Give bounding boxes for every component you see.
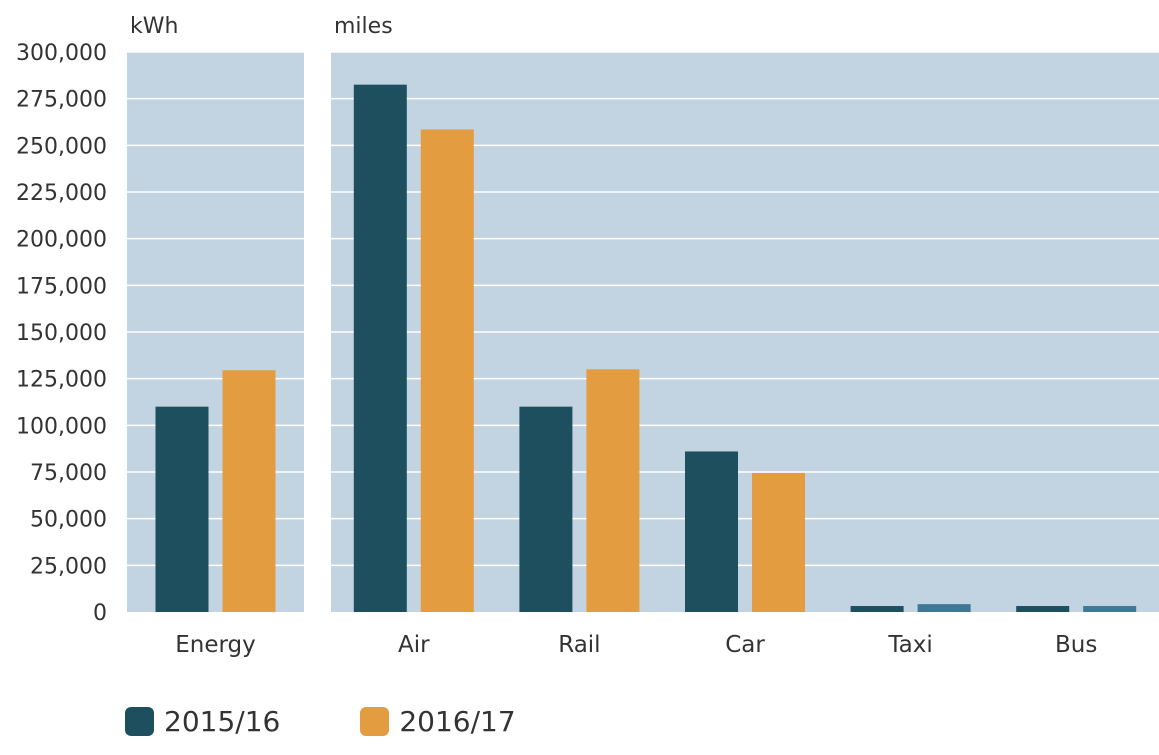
bar-car-2016-17 xyxy=(752,472,805,612)
y-tick-label: 225,000 xyxy=(16,181,107,206)
category-label-rail: Rail xyxy=(558,632,600,658)
legend-label-2016-17: 2016/17 xyxy=(399,705,516,738)
y-tick-label: 125,000 xyxy=(16,368,107,393)
category-label-air: Air xyxy=(398,632,430,658)
y-tick-label: 100,000 xyxy=(16,414,107,439)
bar-energy-2016-17 xyxy=(222,370,276,612)
y-tick-label: 200,000 xyxy=(16,228,107,253)
y-tick-label: 0 xyxy=(93,601,107,626)
bar-rail-2016-17 xyxy=(586,369,640,612)
y-tick-label: 50,000 xyxy=(30,508,107,533)
bar-bus-2015-16 xyxy=(1016,606,1070,612)
unit-label-kWh: kWh xyxy=(130,14,178,39)
y-tick-label: 75,000 xyxy=(30,461,107,486)
bar-bus-2016-17 xyxy=(1083,606,1137,612)
bar-taxi-2016-17 xyxy=(917,604,971,612)
y-tick-label: 300,000 xyxy=(16,41,107,66)
y-tick-label: 250,000 xyxy=(16,134,107,159)
chart-svg: kWh Energy miles Air Rail Car Taxi Bus 0 25,000 50… xyxy=(16,14,1159,658)
legend-item-2016-17: 2016/17 xyxy=(360,705,516,738)
y-tick-label: 275,000 xyxy=(16,88,107,113)
bar-air-2016-17 xyxy=(420,129,474,612)
y-tick-label: 150,000 xyxy=(16,321,107,346)
y-tick-label: 175,000 xyxy=(16,274,107,299)
category-label-energy: Energy xyxy=(175,632,256,658)
legend-swatch-2016-17 xyxy=(360,707,390,736)
category-label-bus: Bus xyxy=(1055,632,1097,658)
bar-air-2015-16 xyxy=(353,84,407,612)
bar-energy-2015-16 xyxy=(155,406,209,612)
legend-item-2015-16: 2015/16 xyxy=(125,705,280,738)
bar-car-2015-16 xyxy=(685,451,738,612)
legend-swatch-2015-16 xyxy=(125,707,154,736)
y-tick-label: 25,000 xyxy=(30,554,107,579)
legend: 2015/16 2016/17 xyxy=(125,705,516,738)
category-label-taxi: Taxi xyxy=(887,632,932,658)
bar-rail-2015-16 xyxy=(519,406,573,612)
unit-label-miles: miles xyxy=(334,14,393,39)
legend-label-2015-16: 2015/16 xyxy=(164,705,281,738)
category-label-car: Car xyxy=(725,632,765,658)
bar-taxi-2015-16 xyxy=(850,606,904,612)
